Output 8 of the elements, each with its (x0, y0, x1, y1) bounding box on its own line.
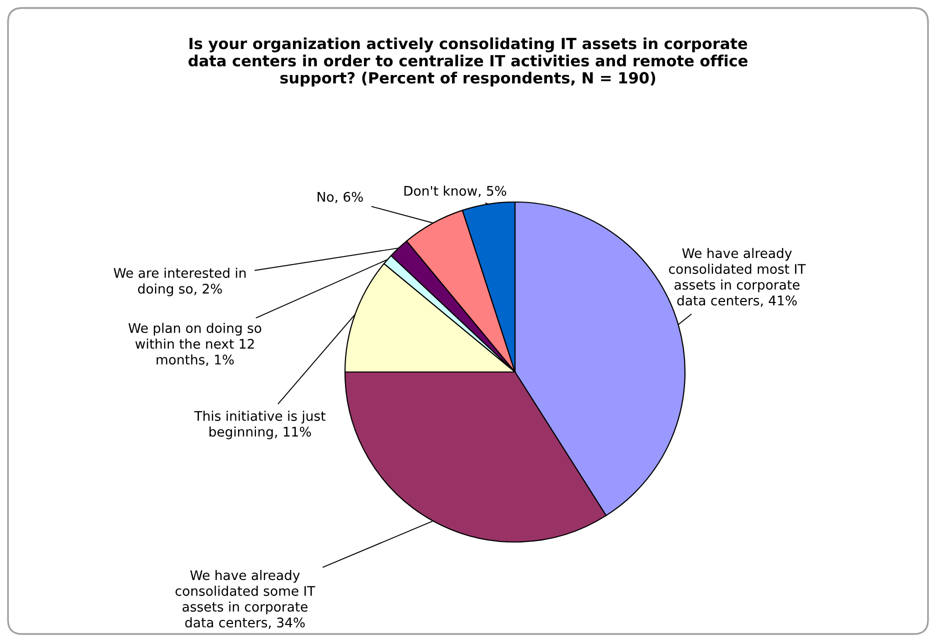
slice-label: We plan on doing so within the next 12 months, 1% (128, 322, 262, 366)
slice-label: We have already consolidated some IT assets in corporate data centers, 34% (176, 570, 316, 629)
slice-label: This initiative is just beginning, 11% (194, 410, 326, 440)
chart-title: Is your organization actively consolidating IT assets in corporate data centers in order to centralize IT activities and remote office support? (Percent of respondents, N = 190) (188, 37, 748, 87)
slice-label: No, 6% (318, 192, 363, 204)
slice-label: We are interested in doing so, 2% (114, 268, 246, 296)
slice-label: Don't know, 5% (404, 186, 506, 198)
slice-label: We have already consolidated most IT assets in corporate data centers, 41% (669, 248, 806, 307)
